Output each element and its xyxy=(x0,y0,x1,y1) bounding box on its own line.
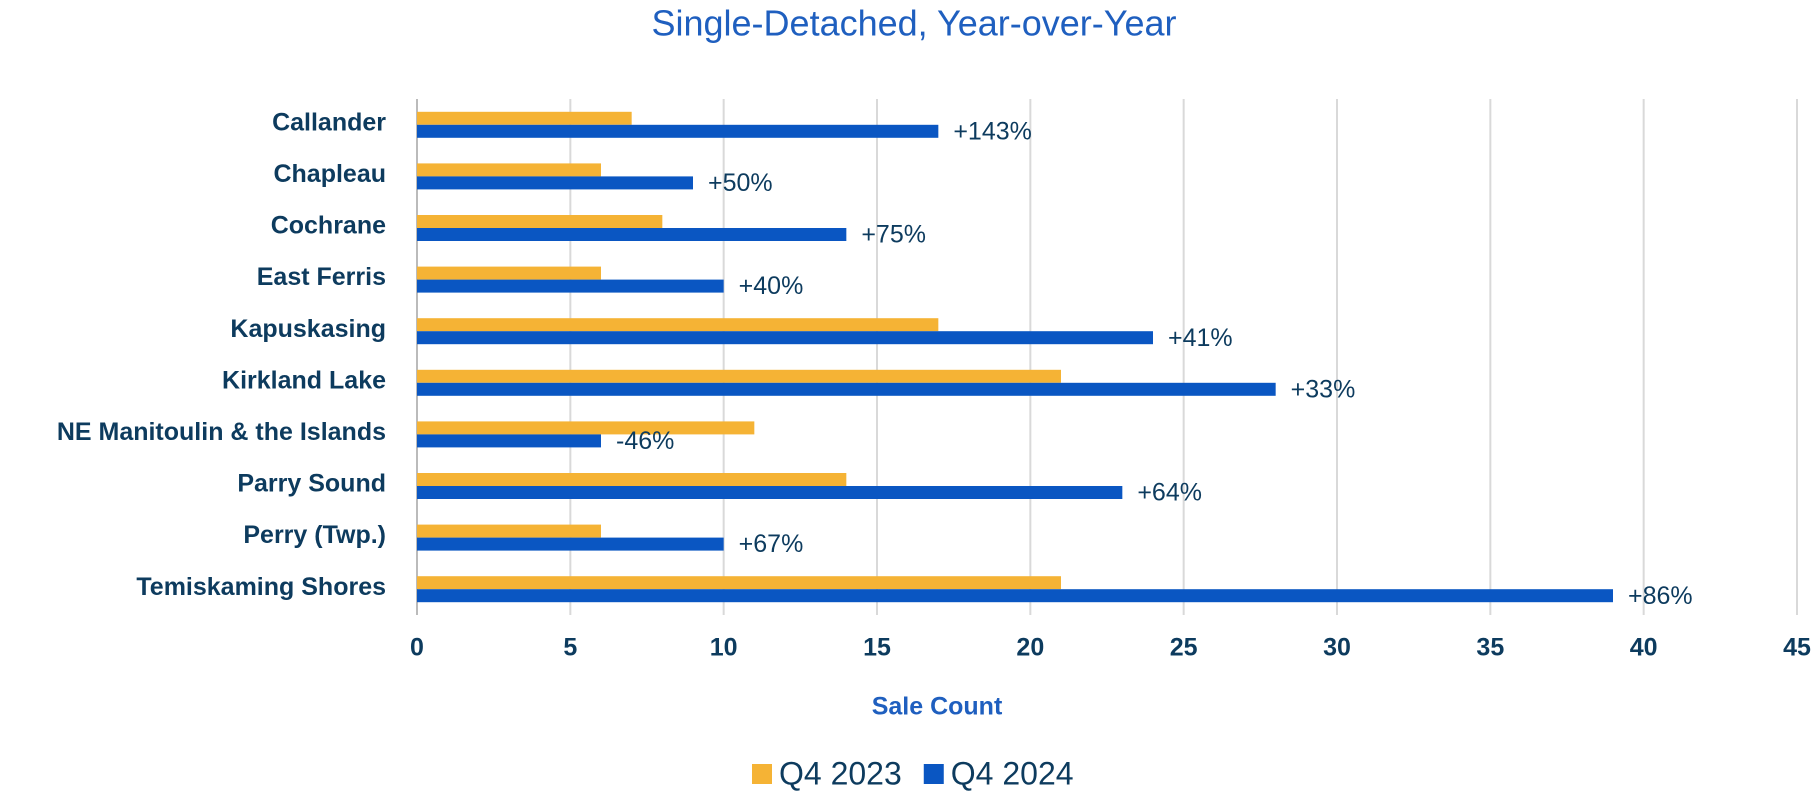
x-tick-label: 25 xyxy=(1170,634,1198,662)
x-axis-title: Sale Count xyxy=(872,693,1003,721)
bar xyxy=(417,382,1276,396)
y-tick-label: Chapleau xyxy=(273,160,386,188)
bar xyxy=(417,318,939,332)
bar xyxy=(417,524,601,538)
bar xyxy=(417,228,847,241)
annotation: +143% xyxy=(953,117,1032,145)
annotation: +40% xyxy=(739,272,804,300)
bar xyxy=(417,537,724,551)
bar xyxy=(417,331,1153,345)
bar xyxy=(417,421,755,435)
annotation: +50% xyxy=(708,169,773,197)
y-tick-label: Parry Sound xyxy=(237,470,386,498)
x-tick-label: 40 xyxy=(1630,634,1658,662)
annotation: +67% xyxy=(739,530,804,558)
x-tick-label: 20 xyxy=(1016,634,1044,662)
x-tick-label: 35 xyxy=(1476,634,1504,662)
x-tick-label: 5 xyxy=(563,634,577,662)
annotation: +75% xyxy=(861,221,926,249)
y-tick-label: Kapuskasing xyxy=(230,315,386,343)
y-tick-label: Perry (Twp.) xyxy=(243,521,386,549)
y-tick-label: Cochrane xyxy=(271,212,386,240)
y-tick-label: East Ferris xyxy=(257,263,386,291)
x-tick-label: 45 xyxy=(1783,634,1811,662)
bar xyxy=(417,369,1061,383)
bar xyxy=(417,266,601,280)
legend-swatch xyxy=(923,764,944,784)
y-tick-label: NE Manitoulin & the Islands xyxy=(57,418,386,446)
bar xyxy=(417,279,724,293)
bar xyxy=(417,111,632,125)
legend-label: Q4 2024 xyxy=(951,755,1074,791)
annotation: +33% xyxy=(1291,375,1356,403)
x-tick-label: 15 xyxy=(863,634,891,662)
annotation: +86% xyxy=(1628,582,1693,610)
annotation: +41% xyxy=(1168,324,1233,352)
chart-title: Single-Detached, Year-over-Year xyxy=(651,3,1176,44)
y-tick-label: Temiskaming Shores xyxy=(136,573,386,601)
y-tick-label: Kirkland Lake xyxy=(222,366,386,394)
bar xyxy=(417,176,693,190)
x-tick-label: 0 xyxy=(410,634,424,662)
annotation: -46% xyxy=(616,427,674,455)
bar xyxy=(417,434,601,448)
x-tick-label: 30 xyxy=(1323,634,1351,662)
x-tick-label: 10 xyxy=(710,634,738,662)
bar xyxy=(417,576,1061,590)
bar xyxy=(417,215,663,228)
bar xyxy=(417,163,601,177)
legend-label: Q4 2023 xyxy=(779,755,902,791)
legend-swatch xyxy=(752,764,772,784)
bar xyxy=(417,486,1123,499)
bar xyxy=(417,124,939,138)
y-tick-label: Callander xyxy=(272,108,386,136)
bar xyxy=(417,473,847,486)
bar xyxy=(417,589,1613,603)
annotation: +64% xyxy=(1137,479,1202,507)
